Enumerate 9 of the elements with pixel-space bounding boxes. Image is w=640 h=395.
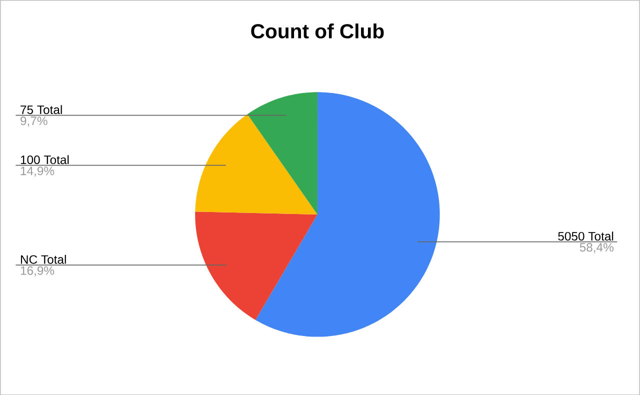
slice-label: 5050 Total	[558, 231, 614, 240]
data-label: 9,7%	[20, 116, 48, 126]
slice-label: 75 Total	[20, 104, 62, 114]
chart-title: Count of Club	[251, 23, 384, 38]
data-label: 14,9%	[20, 166, 54, 176]
slice-label: 100 Total	[20, 155, 69, 164]
data-label: 58,4%	[580, 242, 614, 253]
data-label: 16,9%	[20, 266, 54, 276]
slice-label: NC Total	[20, 254, 66, 264]
